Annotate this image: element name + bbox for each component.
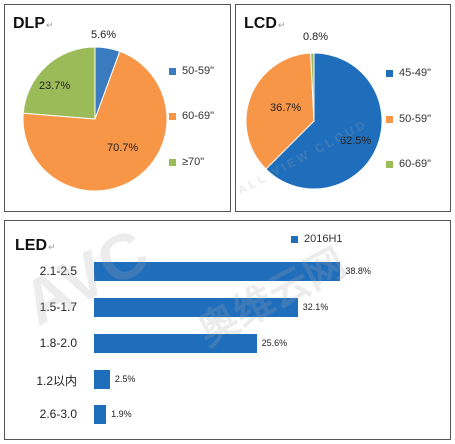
dlp-pie-slice-2 xyxy=(22,50,168,192)
lcd-pie-slice-2 xyxy=(245,52,315,170)
dlp-label-50-59: 5.6% xyxy=(91,29,117,41)
led-value-label: 2.5% xyxy=(114,374,136,384)
led-bar-1.2-within xyxy=(94,370,110,389)
dlp-legend-70plus: ≥70" xyxy=(182,156,205,168)
legend-swatch xyxy=(169,158,176,166)
led-value-label: 32.1% xyxy=(302,302,329,312)
led-bar-2.6-3.0 xyxy=(94,405,107,424)
lcd-label-60-69: 0.8% xyxy=(303,31,329,43)
dlp-legend-50-59: 50-59" xyxy=(182,65,215,77)
led-bar-1.8-2.0 xyxy=(94,334,257,353)
lcd-pie-chart xyxy=(245,52,383,190)
lcd-legend-45-49: 45-49" xyxy=(399,67,432,79)
legend-swatch xyxy=(291,235,298,243)
legend-swatch xyxy=(169,112,176,120)
lcd-pie-slice-3 xyxy=(310,52,315,122)
lcd-panel: LCD↵ 0.8% 36.7% 62.5% 45-49" 50-59" 60-6… xyxy=(235,4,451,212)
led-category-label: 1.2以内 xyxy=(36,374,77,388)
led-legend-2016h1: 2016H1 xyxy=(304,233,343,245)
lcd-legend-50-59: 50-59" xyxy=(399,113,432,125)
dlp-label-60-69: 70.7% xyxy=(107,142,139,154)
dlp-title: DLP↵ xyxy=(13,15,54,32)
led-bar-1.5-1.7 xyxy=(94,298,298,317)
led-bar-2.1-2.5 xyxy=(94,262,341,281)
led-category-label: 2.6-3.0 xyxy=(39,407,77,421)
dlp-label-70plus: 23.7% xyxy=(39,80,71,92)
legend-swatch xyxy=(386,69,393,77)
lcd-pie-slice-1 xyxy=(265,52,383,190)
led-value-label: 38.8% xyxy=(345,266,371,276)
lcd-title: LCD↵ xyxy=(244,15,286,32)
dlp-pie-chart xyxy=(22,46,168,192)
legend-swatch xyxy=(386,115,393,123)
lcd-label-50-59: 36.7% xyxy=(270,102,302,114)
dlp-panel: DLP↵ 5.6% 70.7% 23.7% 50-59" 60-69" ≥70" xyxy=(4,4,231,212)
led-category-label: 1.5-1.7 xyxy=(39,300,77,314)
led-category-label: 2.1-2.5 xyxy=(39,264,77,278)
led-category-label: 1.8-2.0 xyxy=(39,336,77,350)
dlp-legend-60-69: 60-69" xyxy=(182,110,215,122)
led-panel: LED↵ 2016H1 2.1-2.5 38.8% 1.5-1.7 32.1% … xyxy=(4,220,451,440)
legend-swatch xyxy=(386,160,393,168)
led-value-label: 1.9% xyxy=(111,409,132,419)
led-value-label: 25.6% xyxy=(261,338,288,348)
lcd-label-45-49: 62.5% xyxy=(340,135,372,147)
lcd-legend-60-69: 60-69" xyxy=(399,158,432,170)
led-title: LED↵ xyxy=(15,237,56,254)
legend-swatch xyxy=(169,67,176,75)
dlp-pie-slice-3 xyxy=(22,46,96,120)
